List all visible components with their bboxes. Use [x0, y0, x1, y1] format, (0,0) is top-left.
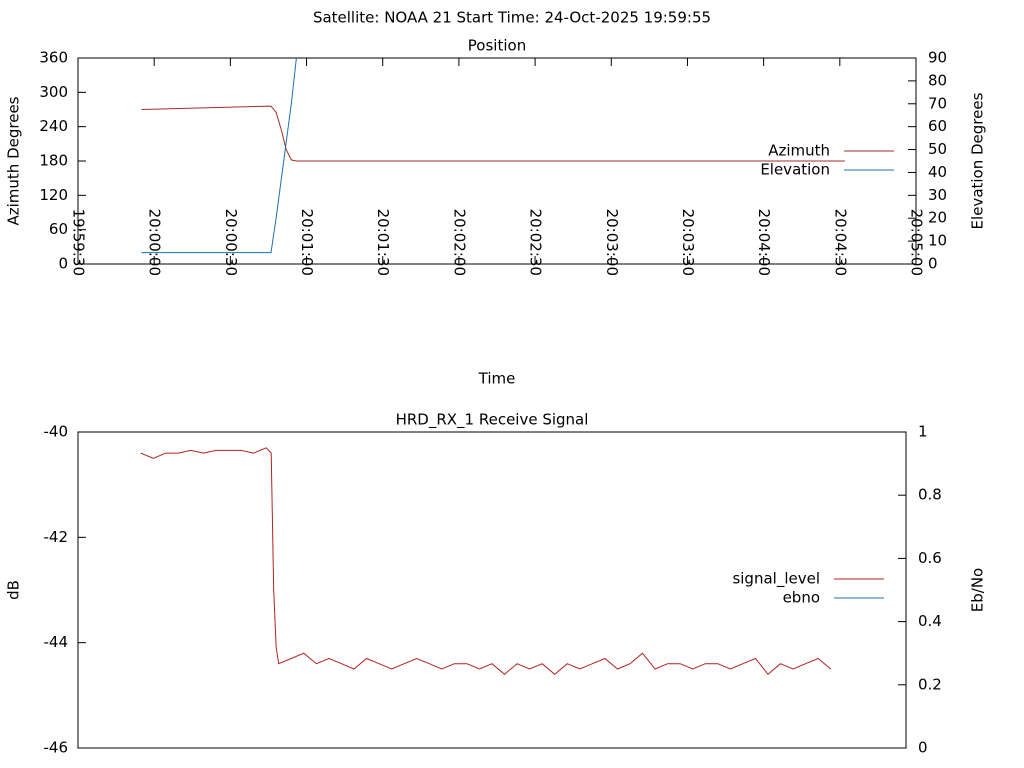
x-tick-label: 20:05:00 — [908, 209, 926, 276]
y2-tick-label: 40 — [928, 163, 947, 181]
y-tick-label: -42 — [44, 528, 69, 546]
y-axis-label: dB — [5, 580, 23, 600]
series-line — [141, 58, 297, 254]
y2-tick-label: 30 — [928, 186, 947, 204]
y-tick-label: 180 — [39, 152, 68, 170]
y2-tick-label: 0.4 — [918, 612, 942, 630]
y2-tick-label: 0.8 — [918, 486, 942, 504]
y2-tick-label: 50 — [928, 140, 947, 158]
series-line — [141, 105, 845, 162]
x-tick-label: 20:03:30 — [679, 209, 697, 276]
y-tick-label: -44 — [44, 633, 69, 651]
x-tick-label: 20:02:00 — [450, 209, 468, 276]
x-tick-label: 20:01:00 — [298, 209, 316, 276]
y2-tick-label: 90 — [928, 49, 947, 67]
x-tick-label: 20:00:30 — [222, 209, 240, 276]
legend-label: Elevation — [760, 161, 830, 179]
chart-title: HRD_RX_1 Receive Signal — [396, 411, 589, 430]
x-tick-label: 20:01:30 — [374, 209, 392, 276]
legend-label: Azimuth — [768, 142, 830, 160]
y2-tick-label: 0 — [928, 255, 938, 273]
y2-tick-label: 20 — [928, 209, 947, 227]
y-tick-label: 0 — [58, 255, 68, 273]
y2-tick-label: 0.6 — [918, 549, 942, 567]
y2-tick-label: 80 — [928, 71, 947, 89]
y-tick-label: 60 — [49, 220, 68, 238]
x-tick-label: 20:02:30 — [527, 209, 545, 276]
y2-tick-label: 0.2 — [918, 675, 942, 693]
y2-axis-label: Elevation Degrees — [969, 92, 987, 229]
series-line — [140, 447, 832, 676]
y2-tick-label: 60 — [928, 117, 947, 135]
y2-tick-label: 10 — [928, 232, 947, 250]
legend-label: ebno — [783, 589, 820, 607]
x-tick-label: 20:03:00 — [603, 209, 621, 276]
y2-tick-label: 1 — [918, 423, 928, 441]
y2-tick-label: 0 — [918, 739, 928, 757]
page-title: Satellite: NOAA 21 Start Time: 24-Oct-20… — [313, 9, 711, 27]
y-tick-label: 300 — [39, 83, 68, 101]
x-tick-label: 19:59:30 — [70, 209, 88, 276]
y-axis-label: Azimuth Degrees — [5, 96, 23, 225]
y-tick-label: -40 — [44, 423, 69, 441]
y-tick-label: -46 — [44, 739, 69, 757]
y2-tick-label: 70 — [928, 94, 947, 112]
x-tick-label: 20:00:00 — [146, 209, 164, 276]
y-tick-label: 240 — [39, 117, 68, 135]
legend-label: signal_level — [732, 570, 820, 589]
y-tick-label: 360 — [39, 49, 68, 67]
y-tick-label: 120 — [39, 186, 68, 204]
chart-title: Position — [468, 37, 526, 55]
x-axis-label: Time — [478, 370, 516, 388]
x-tick-label: 20:04:30 — [831, 209, 849, 276]
x-tick-label: 20:04:00 — [755, 209, 773, 276]
y2-axis-label: Eb/No — [969, 568, 987, 612]
plot-frame — [77, 431, 907, 749]
